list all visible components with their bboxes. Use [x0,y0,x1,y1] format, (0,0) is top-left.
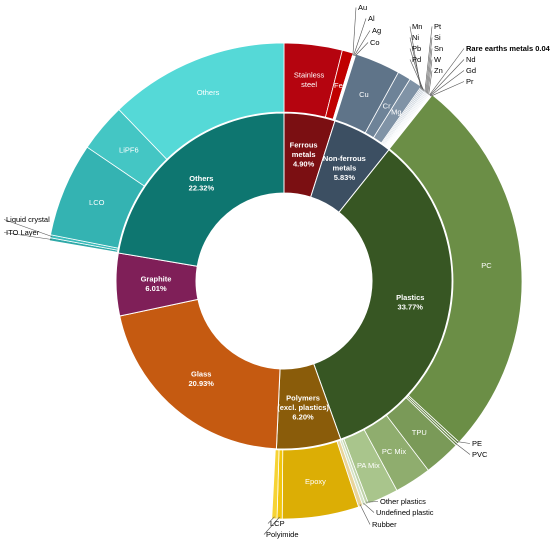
outer-ring [46,42,523,520]
outer-label-epoxy: Epoxy [305,477,326,486]
inner-slice-plastics [313,149,453,440]
leader-si [425,37,433,93]
outer-label-pa-mix: PA Mix [357,461,380,470]
callout-label-pvc: PVC [472,450,488,459]
callout-label-pe: PE [472,439,482,448]
callout-label-pd: Pd [412,55,421,64]
outer-slice-graphite-outer [46,240,119,330]
outer-label-mg: Mg [391,107,401,116]
leader-pe [456,441,471,444]
leader-au [352,7,357,56]
callout-label-pr: Pr [466,77,474,86]
callout-label-si: Si [434,33,441,42]
callout-label-rare-earths-metals: Rare earths metals 0.04% [466,44,550,53]
outer-label-stainless-steel: Stainless steel [294,70,325,89]
leader-rubber [359,504,371,525]
outer-label-lipf6: LiPF6 [119,146,139,155]
outer-label-others: Others [197,88,220,97]
slice-labels: Ferrous metals 4.90%Non-ferrous metals 5.83%… [3,3,550,539]
callout-label-pt: Pt [434,22,442,31]
callout-label-co: Co [370,38,380,47]
leader-liquid-crystal [3,219,53,237]
inner-label-glass: Glass 20.93% [189,369,215,388]
callout-label-w: W [434,55,442,64]
inner-label-ferrous-metals: Ferrous metals 4.90% [290,141,318,169]
callout-label-mn: Mn [412,22,422,31]
callout-label-rubber: Rubber [372,520,397,529]
leader-pt [424,26,433,92]
callout-label-other-plastics: Other plastics [380,497,426,506]
leader-pr [430,81,465,97]
outer-label-pc-mix: PC Mix [382,447,406,456]
callout-label-ag: Ag [372,26,381,35]
leader-gd [430,70,465,97]
leader-rare-earths-metals [429,48,465,96]
callout-label-undefined-plastic: Undefined plastic [376,508,434,517]
outer-slice-pc [388,94,523,443]
inner-label-others: Others 22.32% [189,174,215,193]
inner-slice-glass [119,298,281,450]
callout-label-zn: Zn [434,66,443,75]
callout-label-sn: Sn [434,44,443,53]
leader-al [353,18,367,56]
inner-label-plastics: Plastics 33.77% [396,293,424,312]
inner-label-polymers-excl-plastics: Polymers (excl. plastics) 6.20% [277,394,329,422]
callout-label-pb: Pb [412,44,421,53]
callout-label-ito-layer: ITO Layer [6,228,40,237]
inner-label-graphite: Graphite 6.01% [141,274,172,293]
leader-nd [429,59,465,96]
leader-ito-layer [3,232,52,240]
leader-co [354,42,369,57]
inner-ring [115,112,453,450]
callout-label-al: Al [368,14,375,23]
inner-label-non-ferrous-metals: Non-ferrous metals 5.83% [323,154,366,182]
callout-label-lcp: LCP [270,519,285,528]
outer-label-cu: Cu [359,90,369,99]
outer-label-cr: Cr [383,101,391,110]
leader-undefined-plastic [363,502,375,513]
outer-label-lco: LCO [89,198,105,207]
leader-polyimide [263,516,280,535]
outer-label-fe: Fe [334,81,343,90]
leader-lcp [267,516,275,524]
leader-other-plastics [366,501,379,503]
leader-sn [426,48,433,94]
callout-label-polyimide: Polyimide [266,530,299,539]
outer-label-pc: PC [481,261,492,270]
outer-slice-glass-outer [51,315,276,519]
callout-label-ni: Ni [412,33,419,42]
outer-label-tpu: TPU [412,428,427,437]
leader-ag [354,30,371,56]
callout-label-liquid-crystal: Liquid crystal [6,215,50,224]
leader-pd [409,59,425,92]
callout-label-au: Au [358,3,367,12]
callout-label-nd: Nd [466,55,476,64]
outer-slice-others [118,42,285,160]
leader-w [427,59,433,94]
inner-slice-others [117,112,285,267]
callout-label-gd: Gd [466,66,476,75]
leader-zn [428,70,433,95]
leader-pvc [455,443,471,455]
